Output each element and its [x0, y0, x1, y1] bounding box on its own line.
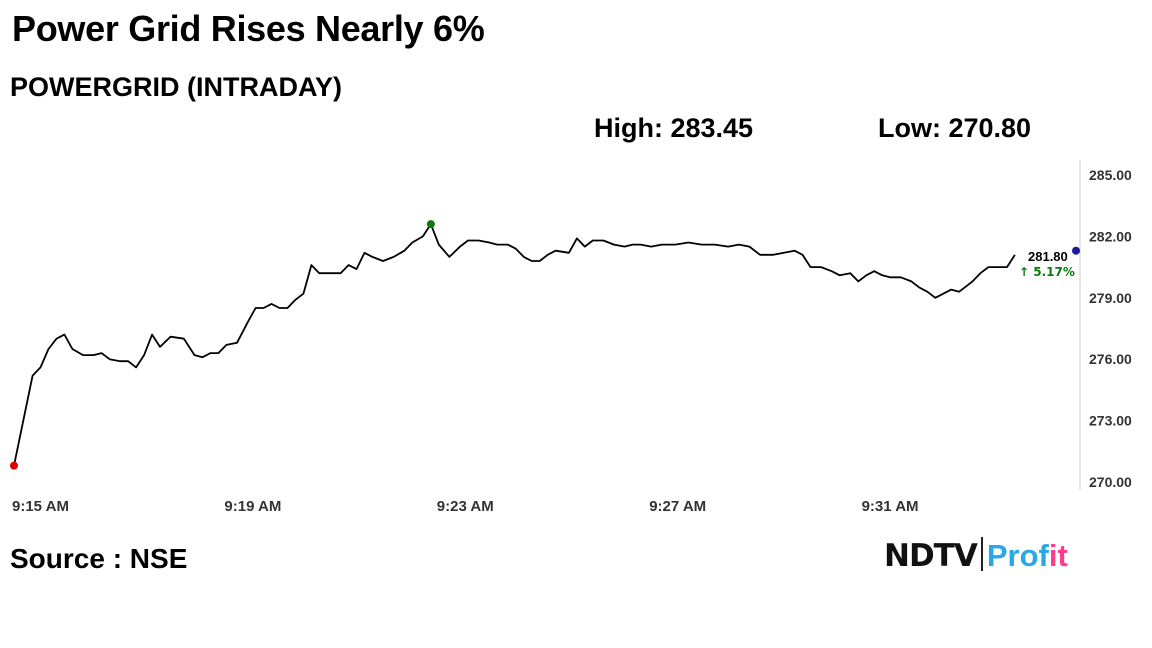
page-title: Power Grid Rises Nearly 6%	[12, 8, 485, 49]
x-tick-label: 9:23 AM	[437, 498, 494, 515]
y-tick-label: 285.00	[1089, 167, 1132, 183]
profit-wordmark: Profit	[986, 538, 1068, 573]
price-line	[13, 223, 1016, 466]
change-percent-label: ↑ 5.17%	[1019, 265, 1075, 279]
x-tick-labels: 9:15 AM 9:19 AM 9:23 AM 9:27 AM 9:31 AM	[12, 498, 919, 515]
y-tick-label: 276.00	[1089, 351, 1132, 367]
x-tick-label: 9:15 AM	[12, 498, 69, 515]
last-price-label: 281.80	[1028, 249, 1068, 264]
source-label: Source : NSE	[10, 543, 188, 574]
intraday-line-chart: 285.00 282.00 279.00 276.00 273.00 270.00 9:1…	[10, 160, 1132, 515]
high-value: High: 283.45	[594, 113, 754, 143]
chart-subtitle: POWERGRID (INTRADAY)	[10, 72, 343, 102]
y-tick-labels: 285.00 282.00 279.00 276.00 273.00 270.00	[1089, 167, 1132, 490]
x-tick-label: 9:31 AM	[862, 498, 919, 515]
low-value: Low: 270.80	[878, 113, 1032, 143]
x-tick-label: 9:27 AM	[649, 498, 706, 515]
chart-markers	[10, 220, 1080, 470]
ndtv-wordmark: NDTV	[884, 538, 978, 574]
last-price-marker	[1072, 246, 1080, 255]
y-tick-label: 279.00	[1089, 290, 1132, 306]
x-tick-label: 9:19 AM	[224, 498, 281, 515]
ndtv-profit-logo: NDTV Profit	[884, 537, 1068, 577]
logo-divider	[980, 537, 983, 571]
low-point-marker	[10, 461, 18, 470]
y-tick-label: 273.00	[1089, 413, 1132, 429]
y-tick-label: 282.00	[1089, 228, 1132, 244]
high-point-marker	[426, 220, 435, 229]
y-tick-label: 270.00	[1089, 474, 1132, 490]
